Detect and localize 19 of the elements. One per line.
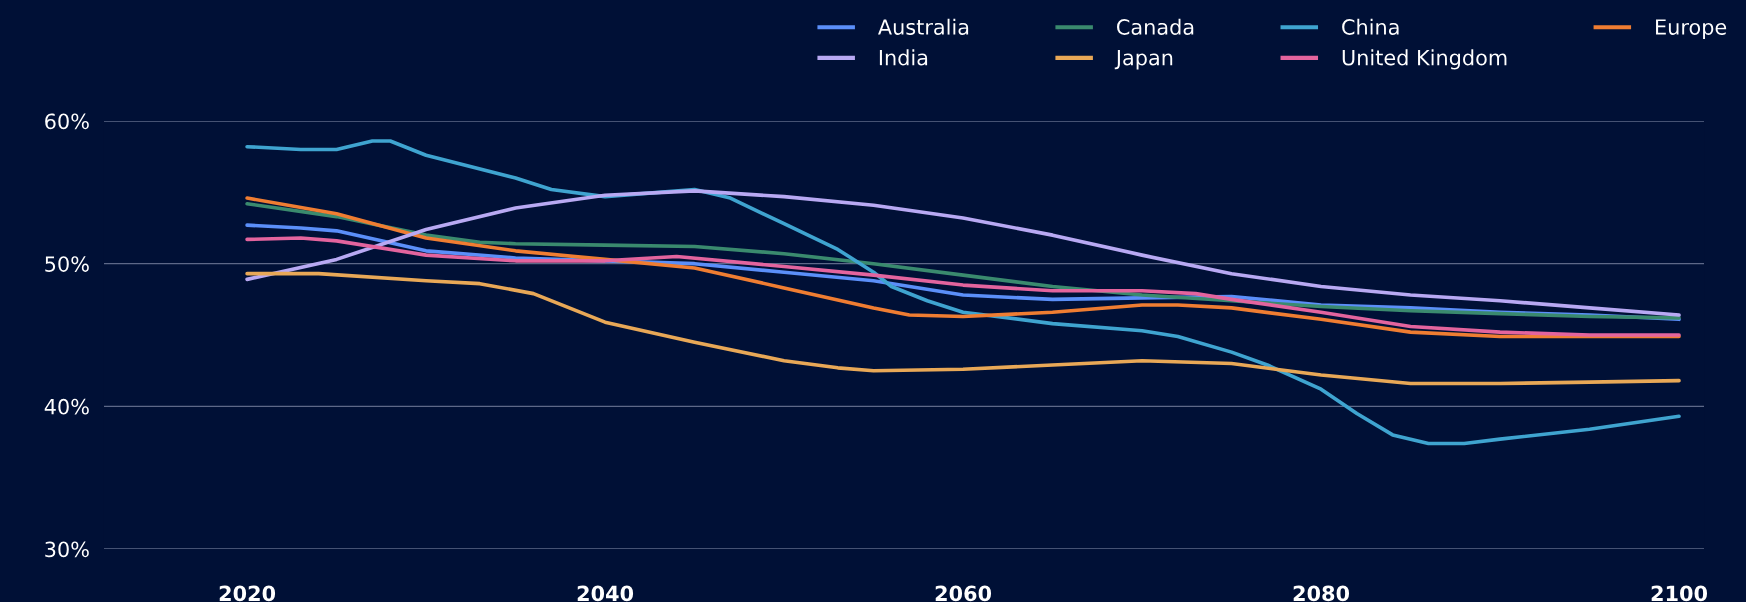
legend-label: Canada	[1117, 18, 1194, 35]
x-tick-label: 2060	[935, 585, 992, 602]
x-tick-label: 2100	[1651, 585, 1708, 602]
x-tick-label: 2020	[219, 585, 276, 602]
y-tick-label: 30%	[45, 541, 89, 558]
x-tick-label: 2040	[577, 585, 634, 602]
legend-label: Europe	[1656, 19, 1727, 39]
y-tick-label: 60%	[45, 113, 89, 130]
legend-label: Australia	[878, 18, 969, 35]
x-tick-label: 2080	[1293, 585, 1350, 602]
legend-label: United Kingdom	[1342, 49, 1507, 70]
legend-label: Japan	[1114, 49, 1173, 70]
legend-label: India	[879, 49, 928, 66]
y-tick-label: 50%	[45, 256, 89, 272]
y-tick-label: 40%	[44, 398, 89, 415]
legend-label: China	[1342, 18, 1399, 35]
line-series	[245, 236, 1681, 337]
line-series	[245, 196, 1681, 339]
line-series	[245, 271, 1681, 386]
